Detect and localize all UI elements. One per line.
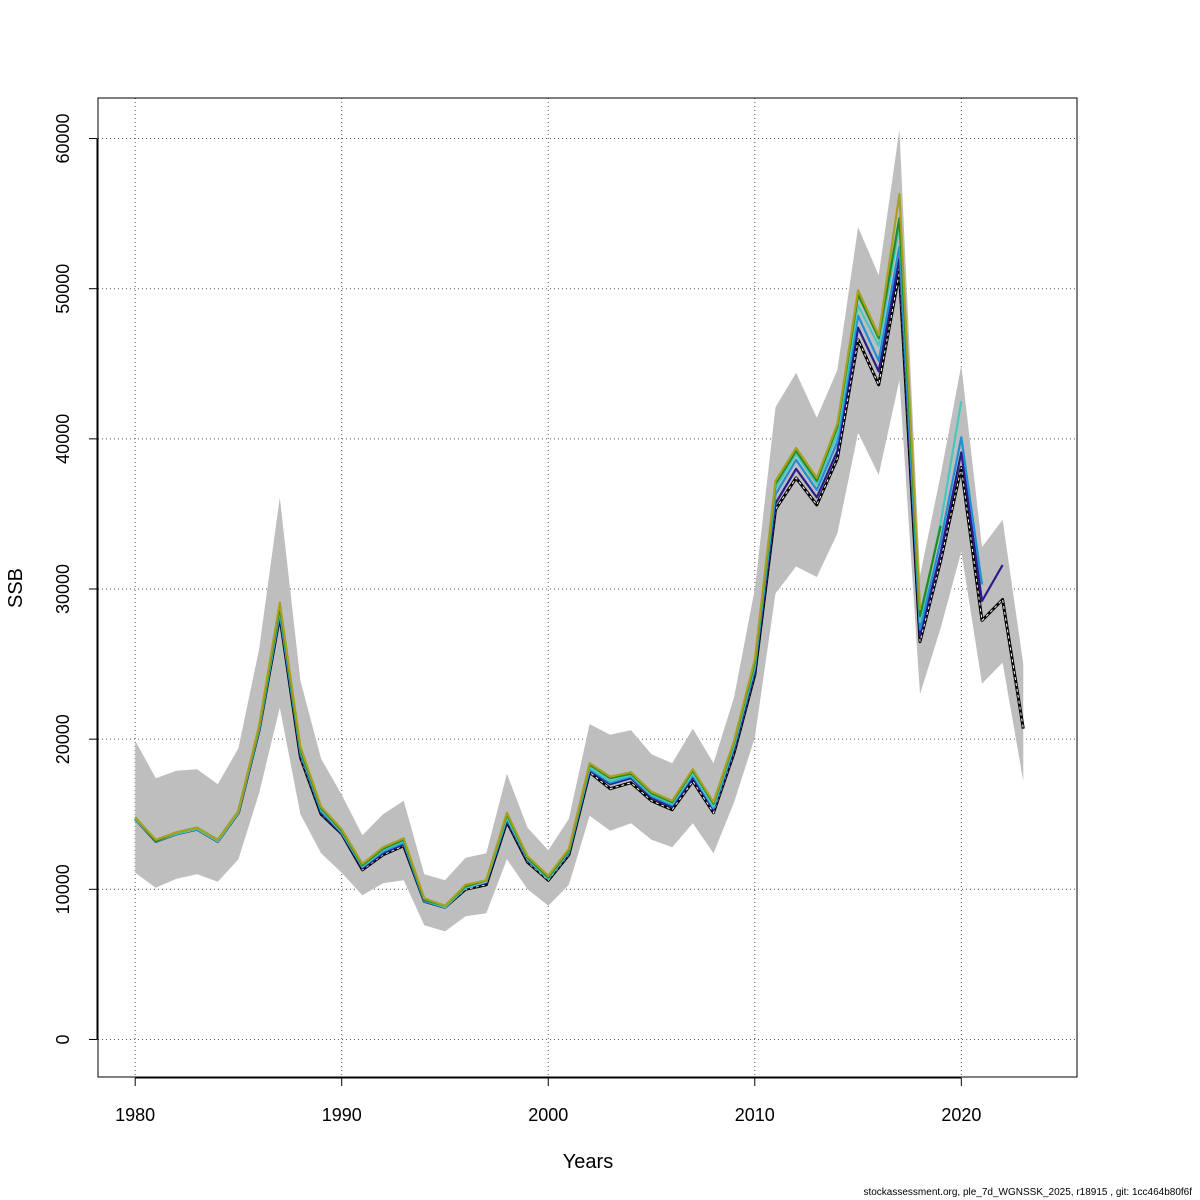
y-tick-label: 20000	[53, 714, 73, 764]
x-tick-label: 2000	[528, 1105, 568, 1125]
axes: 1980 1990 2000 2010 2020 0 10000 20000 30000 4000…	[53, 113, 981, 1125]
y-axis-title: SSB	[5, 568, 27, 608]
plot-frame	[97, 97, 1078, 1078]
y-tick-label: 0	[53, 1034, 73, 1044]
series-lines	[134, 193, 1025, 909]
series-line-2	[134, 257, 1004, 909]
confidence-band	[135, 129, 1024, 932]
x-tick-label: 1990	[322, 1105, 362, 1125]
y-tick-label: 60000	[53, 113, 73, 163]
series-line-1-dashed	[134, 272, 1024, 908]
footer-credit: stockassessment.org, ple_7d_WGNSSK_2025,…	[863, 1187, 1192, 1198]
y-tick-label: 10000	[53, 864, 73, 914]
y-tick-label: 30000	[53, 564, 73, 614]
confidence-band-area	[135, 129, 1024, 932]
x-tick-label: 2020	[941, 1105, 981, 1125]
y-tick-label: 50000	[53, 264, 73, 314]
x-axis-title: Years	[563, 1151, 613, 1173]
series-line-6	[134, 193, 922, 907]
x-tick-label: 2010	[735, 1105, 775, 1125]
x-tick-label: 1980	[115, 1105, 155, 1125]
y-tick-label: 40000	[53, 414, 73, 464]
